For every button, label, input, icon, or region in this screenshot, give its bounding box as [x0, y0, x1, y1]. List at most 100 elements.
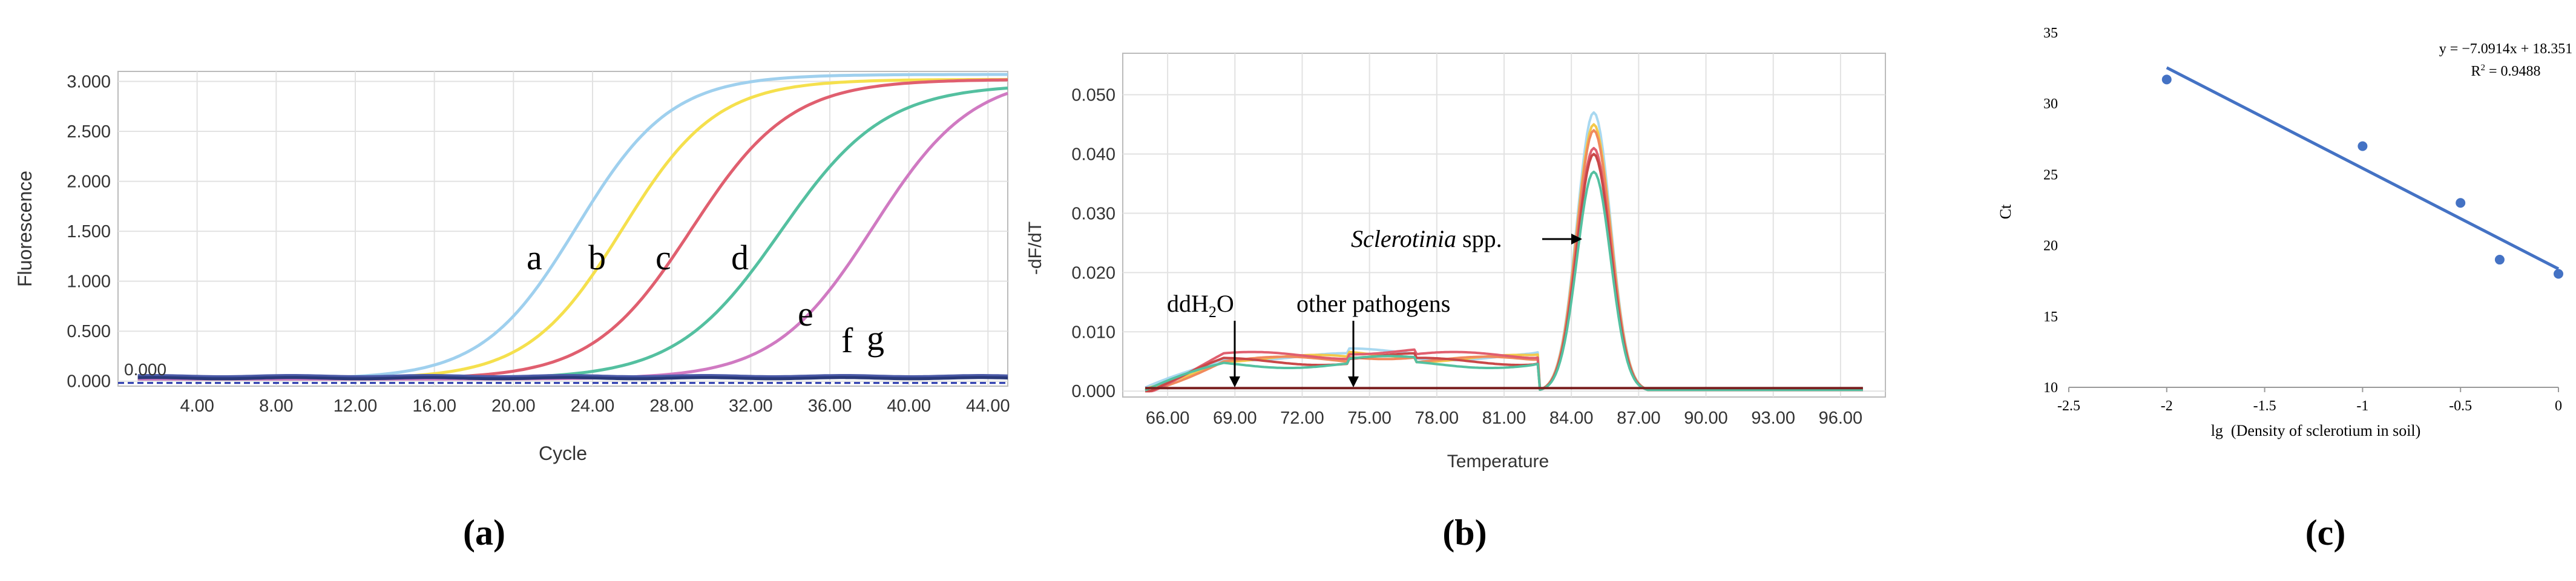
panel-b-gridlines [1123, 53, 1885, 397]
amplification-curve-g [137, 376, 1008, 381]
panel-a-x-ticks: 4.00 8.00 12.00 16.00 20.00 24.00 28.00 32.00 36… [180, 396, 1010, 416]
panel-b-x-tick-label: 90.00 [1684, 409, 1728, 428]
r-squared: R2 = 0.9488 [2471, 63, 2540, 79]
panel-b-y-tick-label: 0.010 [1071, 323, 1116, 342]
panel-a-x-tick-label: 16.00 [412, 396, 456, 416]
panel-c-fit [2166, 66, 2560, 271]
panel-a-y-ticks: 0.000 0.500 1.000 1.500 2.000 2.500 3.000 [67, 73, 111, 392]
panel-c-y-tick-label: 35 [2043, 25, 2058, 41]
panel-b-x-tick-label: 75.00 [1347, 409, 1392, 428]
panel-a-y-tick-label: 2.000 [67, 172, 111, 192]
panel-c-x-tick-label: -2.5 [2057, 398, 2080, 414]
panel-a-x-tick-label: 40.00 [887, 396, 931, 416]
sclerotinia-spp: spp. [1456, 225, 1502, 252]
panel-b-series [1145, 111, 1863, 393]
sclerotinia-label: Sclerotinia spp. [1351, 225, 1502, 252]
panel-b-y-tick-label: 0.000 [1071, 382, 1116, 401]
regression-line [2166, 66, 2560, 271]
panel-b-x-tick-label: 69.00 [1213, 409, 1257, 428]
data-point [2358, 141, 2368, 151]
panel-b-x-tick-label: 66.00 [1146, 409, 1190, 428]
panel-c-caption: (c) [2305, 513, 2346, 553]
data-point [2456, 198, 2466, 208]
data-point [2494, 255, 2505, 265]
panel-a-x-tick-label: 32.00 [729, 396, 773, 416]
panel-b-y-tick-label: 0.020 [1071, 263, 1116, 283]
panel-a-plot-area [117, 71, 1008, 387]
sclerotinia-arrow [1542, 234, 1582, 245]
other-pathogens-label: other pathogens [1296, 290, 1450, 317]
panel-c-x-tick-label: -1 [2356, 398, 2368, 414]
melt-curve-s6 [1145, 170, 1863, 392]
panel-b-y-tick-label: 0.030 [1071, 204, 1116, 223]
curve-label-b: b [588, 238, 606, 277]
data-point [2554, 269, 2563, 279]
panel-b-y-ticks: 0.000 0.010 0.020 0.030 0.040 0.050 [1071, 86, 1116, 402]
panel-b-x-tick-label: 93.00 [1751, 409, 1795, 428]
panel-c-x-axis-label: lg (Density of sclerotium in soil) [2211, 422, 2421, 439]
other-pathogens-arrow [1348, 321, 1359, 387]
panel-c-x-tick-label: -2 [2161, 398, 2173, 414]
curve-label-e: e [798, 294, 813, 333]
panel-a-x-tick-label: 12.00 [334, 396, 378, 416]
panel-b-x-tick-label: 81.00 [1482, 409, 1526, 428]
panel-c-x-tick-label: 0 [2555, 398, 2562, 414]
panel-b-x-axis-label: Temperature [1447, 451, 1549, 471]
panel-a-x-tick-label: 36.00 [808, 396, 852, 416]
panel-a-x-tick-label: 28.00 [649, 396, 694, 416]
panel-c-x-tick-label: -1.5 [2253, 398, 2276, 414]
panel-c-y-tick-label: 30 [2043, 96, 2058, 112]
panel-c-y-tick-label: 20 [2043, 238, 2058, 254]
amplification-curve-f [137, 374, 1008, 378]
panel-a-threshold-label: 0.000 [124, 360, 166, 379]
ddh2o-label: ddH2O [1167, 290, 1234, 321]
curve-label-d: d [731, 238, 749, 277]
panel-a-y-tick-label: 0.000 [67, 372, 111, 392]
panel-b-chart: 0.000 0.010 0.020 0.030 0.040 0.050 66.00 69.0… [1025, 53, 1886, 553]
panel-b-x-ticks: 66.00 69.00 72.00 75.00 78.00 81.00 84.00 87.00… [1146, 409, 1862, 428]
panel-a-y-tick-label: 2.500 [67, 122, 111, 142]
panel-a-x-axis-label: Cycle [539, 442, 587, 464]
panel-c-y-ticks: 10 15 20 25 30 35 [2043, 25, 2058, 396]
panel-a-y-tick-label: 0.500 [67, 322, 111, 341]
panel-c-y-tick-label: 10 [2043, 380, 2058, 396]
panel-a-y-tick-label: 1.500 [67, 222, 111, 241]
panel-b-x-tick-label: 96.00 [1819, 409, 1863, 428]
r-squared-value: = 0.9488 [2485, 64, 2541, 79]
panel-a-caption: (a) [463, 513, 505, 553]
panel-b-y-tick-label: 0.050 [1071, 86, 1116, 105]
panel-b-caption: (b) [1442, 513, 1487, 553]
ddh2o-pre: ddH [1167, 290, 1209, 317]
panel-b-x-tick-label: 87.00 [1617, 409, 1661, 428]
panel-c-y-axis-label: Ct [1997, 204, 2014, 219]
curve-label-a: a [527, 238, 542, 277]
panel-a-x-tick-label: 44.00 [966, 396, 1010, 416]
panel-c-chart: 10 15 20 25 30 35 -2.5 -2 -1.5 -1 -0.5 0 y = −7.09… [1997, 25, 2572, 553]
panel-a-y-axis-label: Fluorescence [14, 171, 36, 287]
panel-c-y-tick-label: 15 [2043, 309, 2058, 325]
panel-a-series [118, 73, 1008, 384]
panel-a-y-tick-label: 3.000 [67, 73, 111, 92]
panel-c-caption-text: (c) [2305, 513, 2346, 553]
panel-c-y-tick-label: 25 [2043, 167, 2058, 183]
sclerotinia-genus: Sclerotinia [1351, 225, 1456, 252]
panel-b-y-tick-label: 0.040 [1071, 145, 1116, 164]
curve-label-f: f [841, 321, 853, 360]
panel-a-y-tick-label: 1.000 [67, 272, 111, 292]
panel-c-x-tick-label: -0.5 [2449, 398, 2472, 414]
panel-a-x-tick-label: 8.00 [259, 396, 293, 416]
panel-b-x-tick-label: 72.00 [1280, 409, 1324, 428]
ddh2o-post: O [1217, 290, 1234, 317]
panel-c-points [2161, 74, 2563, 279]
panel-a-x-tick-label: 4.00 [180, 396, 214, 416]
curve-label-c: c [656, 238, 671, 277]
r-squared-r: R [2471, 64, 2480, 79]
data-point [2161, 74, 2172, 85]
panel-c-x-ticks: -2.5 -2 -1.5 -1 -0.5 0 [2057, 387, 2562, 414]
r-squared-sup: 2 [2480, 63, 2485, 73]
panel-a-x-tick-label: 20.00 [491, 396, 536, 416]
curve-label-g: g [867, 318, 884, 358]
panel-b-caption-text: (b) [1442, 513, 1487, 553]
panel-a-caption-text: (a) [463, 513, 505, 553]
